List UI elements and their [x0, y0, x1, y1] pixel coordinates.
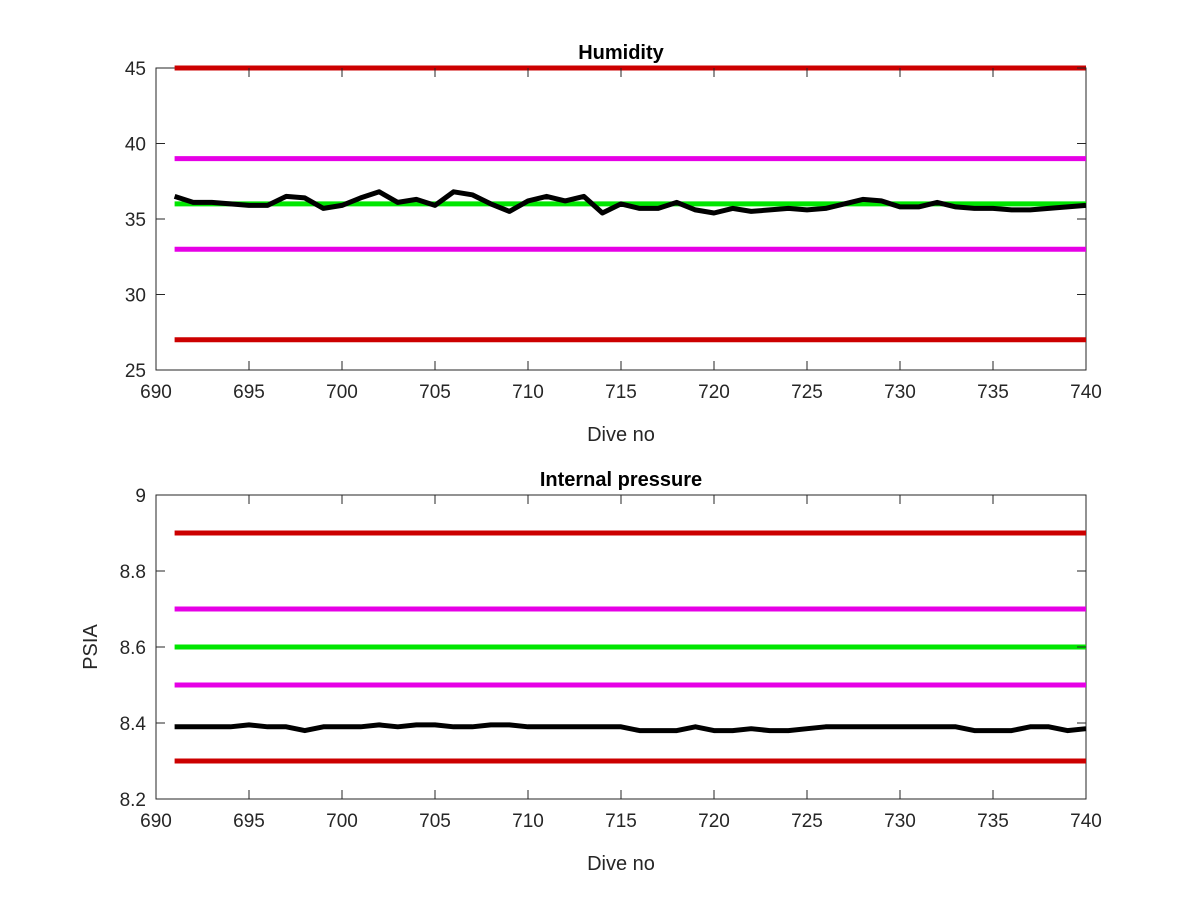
y-tick-label: 9 [135, 486, 146, 507]
chart-title: Internal pressure [540, 469, 702, 491]
series-line [173, 189, 1087, 216]
x-tick-label: 690 [140, 811, 172, 832]
x-tick-label: 725 [791, 382, 823, 403]
x-tick-label: 720 [698, 382, 730, 403]
x-tick-label: 710 [512, 382, 544, 403]
x-tick-label: 695 [233, 382, 265, 403]
y-tick-label: 8.8 [120, 562, 146, 583]
x-tick-label: 700 [326, 382, 358, 403]
chart-panel-1: 690 695 700 705 710 715 720 725 730 735 740 25 30 35 4… [125, 42, 1102, 446]
y-tick-label: 8.6 [120, 638, 146, 659]
y-tick-label: 45 [125, 59, 146, 80]
x-tick-label: 740 [1070, 811, 1102, 832]
x-tick-label: 700 [326, 811, 358, 832]
x-tick-label: 690 [140, 382, 172, 403]
x-tick-label: 740 [1070, 382, 1102, 403]
x-axis-label: Dive no [587, 853, 655, 875]
x-tick-label: 725 [791, 811, 823, 832]
x-tick-label: 695 [233, 811, 265, 832]
x-tick-label: 715 [605, 811, 637, 832]
x-tick-label: 715 [605, 382, 637, 403]
y-tick-label: 8.2 [120, 790, 146, 811]
plot-area [155, 67, 1087, 371]
x-tick-label: 710 [512, 811, 544, 832]
y-tick-label: 40 [125, 135, 146, 156]
x-tick-label: 705 [419, 811, 451, 832]
y-tick-label: 25 [125, 361, 146, 382]
x-tick-label: 705 [419, 382, 451, 403]
x-axis-label: Dive no [587, 424, 655, 446]
y-axis-label: PSIA [80, 624, 102, 670]
chart-panel-2: 690 695 700 705 710 715 720 725 730 735 740 8.2 8.4 8… [80, 469, 1102, 875]
y-tick-label: 8.4 [120, 714, 147, 735]
x-tick-label: 730 [884, 382, 916, 403]
x-tick-label: 730 [884, 811, 916, 832]
x-tick-label: 735 [977, 382, 1009, 403]
y-tick-label: 35 [125, 210, 146, 231]
chart-title: Humidity [578, 42, 664, 64]
series-line [174, 722, 1087, 734]
x-tick-label: 720 [698, 811, 730, 832]
y-tick-label: 30 [125, 286, 146, 307]
x-tick-label: 735 [977, 811, 1009, 832]
